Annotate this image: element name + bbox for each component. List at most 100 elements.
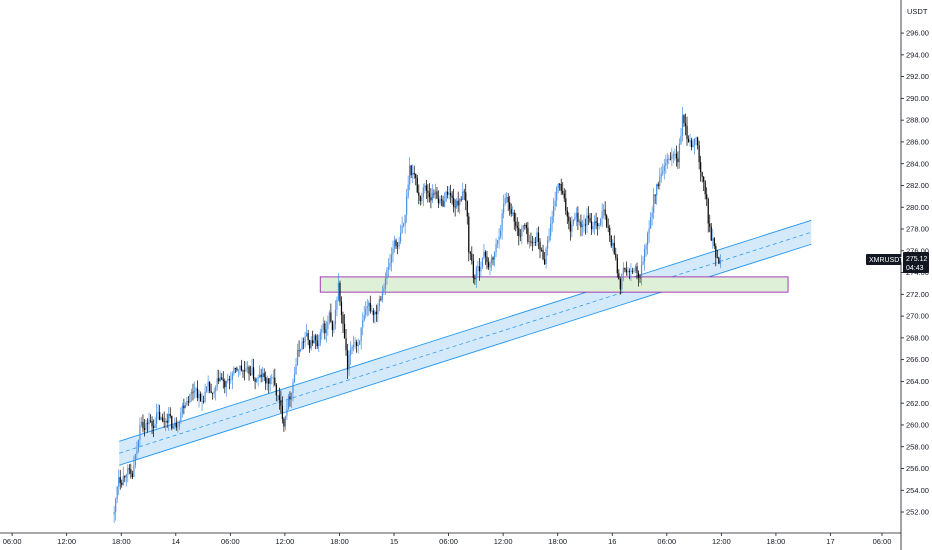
candle-body[interactable] [712,238,714,241]
candle-body[interactable] [563,193,565,199]
candle-body[interactable] [636,266,638,274]
candle-body[interactable] [357,344,359,346]
candle-body[interactable] [627,271,629,273]
candle-body[interactable] [590,221,593,230]
candle-body[interactable] [172,426,174,429]
candle-body[interactable] [643,249,646,262]
candle-body[interactable] [700,162,702,172]
candle-body[interactable] [604,209,606,216]
candle-body[interactable] [186,401,188,406]
candle-body[interactable] [209,382,211,392]
candle-body[interactable] [221,377,223,380]
candle-body[interactable] [606,215,608,227]
candle-body[interactable] [222,379,224,381]
candle-body[interactable] [556,188,558,201]
candle-body[interactable] [684,123,687,127]
candle-body[interactable] [515,221,517,226]
candle-body[interactable] [259,374,261,378]
candle-body[interactable] [465,192,467,202]
candle-body[interactable] [219,377,221,382]
candle-body[interactable] [192,391,194,393]
candle-body[interactable] [278,395,280,401]
candle-body[interactable] [302,341,305,343]
candle-body[interactable] [396,245,399,247]
candle-body[interactable] [296,349,299,365]
candle-body[interactable] [224,380,226,388]
candle-body[interactable] [560,184,562,191]
candle-body[interactable] [251,367,253,375]
candle-body[interactable] [409,165,411,185]
candle-body[interactable] [216,378,218,387]
candle-body[interactable] [484,251,487,257]
candle-body[interactable] [292,382,294,394]
candle-body[interactable] [706,194,708,200]
candle-body[interactable] [237,369,240,371]
candle-body[interactable] [359,340,361,345]
candle-body[interactable] [546,240,549,249]
candle-body[interactable] [406,196,408,215]
candle-body[interactable] [177,426,179,428]
candle-body[interactable] [581,224,584,228]
candle-body[interactable] [280,400,282,406]
candle-body[interactable] [225,380,227,388]
candle-body[interactable] [269,377,271,384]
candle-body[interactable] [657,184,659,187]
candle-body[interactable] [313,335,315,344]
candle-body[interactable] [586,215,588,226]
candle-body[interactable] [174,422,176,427]
candle-body[interactable] [419,196,421,202]
candle-body[interactable] [246,367,249,369]
candle-body[interactable] [199,393,202,402]
candle-body[interactable] [662,171,664,174]
candle-body[interactable] [634,266,637,271]
candle-body[interactable] [681,115,684,136]
candle-body[interactable] [387,267,390,270]
candle-body[interactable] [206,386,208,392]
candle-body[interactable] [401,225,403,233]
candle-body[interactable] [701,171,703,177]
candle-body[interactable] [146,423,149,425]
candle-body[interactable] [519,235,521,237]
candle-body[interactable] [568,216,570,222]
candle-body[interactable] [440,199,443,201]
candle-body[interactable] [480,267,482,272]
candle-body[interactable] [669,158,671,160]
candle-body[interactable] [337,282,340,300]
channel-upper-line[interactable] [119,219,812,442]
candle-body[interactable] [628,271,631,272]
candle-body[interactable] [336,299,338,310]
candle-body[interactable] [407,184,409,197]
candle-body[interactable] [375,311,377,315]
candle-body[interactable] [618,273,620,280]
candle-body[interactable] [615,253,617,258]
candle-body[interactable] [578,221,581,223]
candle-body[interactable] [562,190,564,194]
candle-body[interactable] [503,203,505,214]
candle-body[interactable] [651,212,653,218]
candle-body[interactable] [478,266,480,272]
candle-body[interactable] [281,405,283,419]
candle-body[interactable] [553,206,555,217]
candle-body[interactable] [622,267,624,275]
candle-body[interactable] [619,279,621,290]
candle-body[interactable] [231,373,233,380]
candle-body[interactable] [328,312,330,322]
candle-body[interactable] [559,184,561,185]
candle-body[interactable] [289,396,291,400]
candle-body[interactable] [513,212,515,222]
candle-body[interactable] [133,465,135,478]
candle-body[interactable] [540,249,543,251]
candle-body[interactable] [180,412,182,422]
candle-body[interactable] [695,137,697,139]
candle-body[interactable] [333,324,335,331]
candle-body[interactable] [127,468,129,475]
candle-body[interactable] [521,228,523,236]
candle-body[interactable] [145,423,147,430]
candle-body[interactable] [587,215,590,219]
candle-body[interactable] [393,240,396,249]
candle-body[interactable] [277,395,279,397]
candle-body[interactable] [322,323,324,330]
candle-body[interactable] [483,251,485,259]
candle-body[interactable] [613,242,615,254]
candle-body[interactable] [134,454,136,466]
